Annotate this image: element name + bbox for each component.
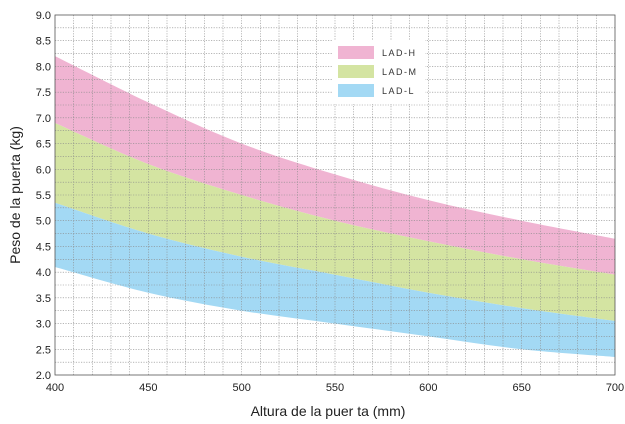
y-tick-label: 3.0 xyxy=(36,319,51,331)
y-tick-label: 9.0 xyxy=(36,10,51,22)
y-axis-label: Peso de la puerta (kg) xyxy=(7,126,23,264)
band-layer xyxy=(55,56,615,357)
y-tick-label: 7.5 xyxy=(36,87,51,99)
legend-swatch-lad-h xyxy=(338,46,374,59)
y-tick-label: 8.0 xyxy=(36,61,51,73)
x-tick-label: 550 xyxy=(326,382,344,394)
grid-layer xyxy=(55,15,615,375)
plot-frame xyxy=(54,14,616,376)
y-tick-label: 2.5 xyxy=(36,344,51,356)
legend-label-lad-l: LAD-L xyxy=(382,86,415,96)
x-axis-ticks: 400 450 500 550 600 650 700 xyxy=(46,382,624,394)
y-tick-label: 6.5 xyxy=(36,139,51,151)
y-axis-ticks: 2.0 2.5 3.0 3.5 4.0 4.5 5.0 5.5 6.0 6.5 7.0 7.5 8.0 8… xyxy=(36,10,51,382)
y-tick-label: 4.5 xyxy=(36,241,51,253)
y-tick-label: 3.5 xyxy=(36,293,51,305)
legend-label-lad-m: LAD-M xyxy=(382,67,418,77)
band-lad-l xyxy=(55,202,615,357)
band-lad-m xyxy=(55,123,615,321)
y-tick-label: 6.0 xyxy=(36,164,51,176)
x-tick-label: 600 xyxy=(419,382,437,394)
legend-label-lad-h: LAD-H xyxy=(382,48,417,58)
legend-swatch-lad-m xyxy=(338,65,374,78)
y-tick-label: 5.0 xyxy=(36,216,51,228)
y-tick-label: 4.0 xyxy=(36,267,51,279)
x-axis-label: Altura de la puer ta (mm) xyxy=(251,403,406,419)
x-tick-label: 500 xyxy=(232,382,250,394)
legend-swatch-lad-l xyxy=(338,84,374,97)
legend: LAD-H LAD-M LAD-L xyxy=(333,40,425,104)
x-tick-label: 400 xyxy=(46,382,64,394)
band-lad-h xyxy=(55,56,615,275)
x-tick-label: 650 xyxy=(512,382,530,394)
y-tick-label: 7.0 xyxy=(36,113,51,125)
y-tick-label: 5.5 xyxy=(36,190,51,202)
x-tick-label: 450 xyxy=(139,382,157,394)
y-tick-label: 8.5 xyxy=(36,36,51,48)
y-tick-label: 2.0 xyxy=(36,370,51,382)
x-tick-label: 700 xyxy=(606,382,624,394)
